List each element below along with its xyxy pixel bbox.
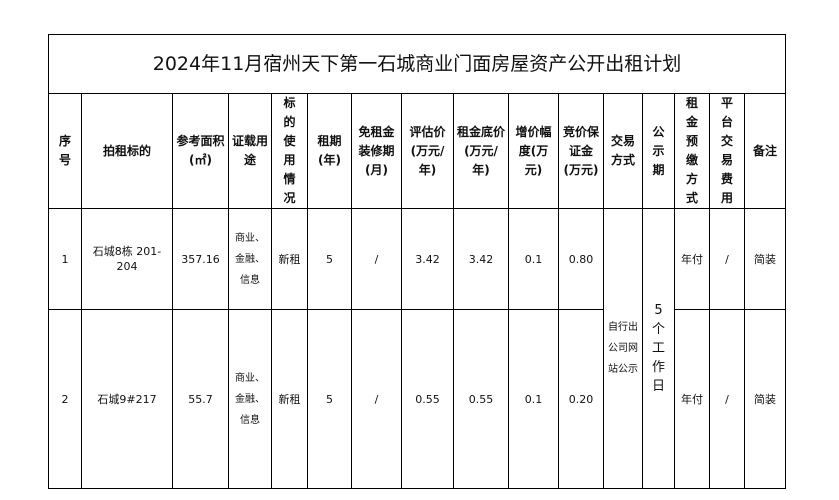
header-cell: 备注 (743, 93, 787, 209)
row-no: 2 (48, 309, 82, 489)
row-term: 5 (307, 309, 352, 489)
row-appraisal: 3.42 (401, 208, 454, 310)
header-cell: 评估价(万元/年) (401, 93, 454, 209)
row-status: 新租 (271, 309, 308, 489)
row-term: 5 (307, 208, 352, 310)
trade-method: 自行出公司网站公示 (603, 208, 643, 489)
row-reserve: 0.55 (453, 309, 509, 489)
header-cell: 交易方式 (603, 93, 643, 209)
row-area: 55.7 (172, 309, 229, 489)
row-appraisal: 0.55 (401, 309, 454, 489)
publicity-period: 5个工作日 (642, 208, 675, 489)
row-use: 商业、金融、信息 (228, 309, 272, 489)
page-title: 2024年11月宿州天下第一石城商业门面房屋资产公开出租计划 (47, 34, 787, 94)
header-cell: 标的使用情况 (271, 93, 308, 209)
row-free: / (351, 309, 402, 489)
row-fee: / (709, 309, 745, 489)
row-target: 石城9#217 (81, 309, 173, 489)
row-increment: 0.1 (508, 309, 559, 489)
header-cell: 平台交易费用 (709, 93, 745, 209)
header-cell: 免租金装修期(月) (351, 93, 402, 209)
row-area: 357.16 (172, 208, 229, 310)
row-payment: 年付 (674, 309, 710, 489)
row-use: 商业、金融、信息 (228, 208, 272, 310)
header-cell: 租金底价(万元/年) (453, 93, 509, 209)
row-deposit: 0.80 (558, 208, 604, 310)
header-cell: 拍租标的 (81, 93, 173, 209)
row-status: 新租 (271, 208, 308, 310)
row-reserve: 3.42 (453, 208, 509, 310)
header-cell: 证载用途 (228, 93, 272, 209)
table-row: 1 石城8栋 201-204 357.16 商业、金融、信息 新租 5 / 3.… (48, 208, 787, 489)
header-cell: 公示期 (642, 93, 675, 209)
header-cell: 租金预缴方式 (674, 93, 710, 209)
header-row: 序号 拍租标的 参考面积(㎡) 证载用途 标的使用情况 租期(年) 免租金装修期… (48, 93, 787, 209)
row-free: / (351, 208, 402, 310)
row-note: 简装 (743, 309, 787, 489)
header-cell: 租期(年) (307, 93, 352, 209)
header-cell: 竞价保证金(万元) (558, 93, 604, 209)
header-cell: 增价幅度(万元) (508, 93, 559, 209)
row-target: 石城8栋 201-204 (81, 208, 173, 310)
row-no: 1 (48, 208, 82, 310)
row-increment: 0.1 (508, 208, 559, 310)
row-deposit: 0.20 (558, 309, 604, 489)
row-note: 简装 (743, 208, 787, 310)
row-payment: 年付 (674, 208, 710, 310)
row-fee: / (709, 208, 745, 310)
rental-plan-table: 2024年11月宿州天下第一石城商业门面房屋资产公开出租计划 序号 拍租标的 参… (47, 34, 787, 489)
header-cell: 参考面积(㎡) (172, 93, 229, 209)
table-row: 2 石城9#217 55.7 商业、金融、信息 新租 5 / 0.55 0.55… (48, 309, 787, 489)
header-cell: 序号 (48, 93, 82, 209)
